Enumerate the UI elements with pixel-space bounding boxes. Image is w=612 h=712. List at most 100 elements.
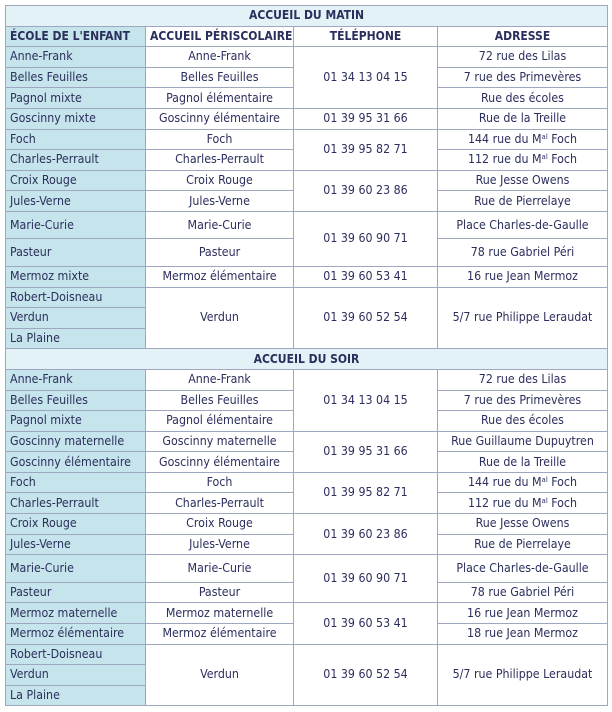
adresse-cell: 16 rue Jean Mermoz <box>437 265 608 288</box>
adresse-cell: Rue Guillaume Dupuytren <box>437 430 608 453</box>
table-row: Pagnol mixte Pagnol élémentaire Rue des éc… <box>5 87 608 109</box>
table-row: Belles Feuilles Belles Feuilles 7 rue des … <box>5 66 608 89</box>
accueil-cell: Pagnol élémentaire <box>145 410 294 432</box>
accueil-cell: Croix Rouge <box>145 513 294 535</box>
telephone-cell: 01 39 60 23 86 <box>293 169 438 212</box>
accueil-cell: Charles-Perrault <box>145 492 294 515</box>
telephone-cell: 01 34 13 04 15 <box>293 368 438 432</box>
ecole-cell: Verdun <box>5 664 146 686</box>
telephone-cell: 01 39 60 90 71 <box>293 210 438 267</box>
ecole-cell: Jules-Verne <box>5 533 146 556</box>
column-header: ACCUEIL PÉRISCOLAIRE <box>145 25 294 48</box>
column-headers: ÉCOLE DE L'ENFANT ACCUEIL PÉRISCOLAIRE TÉL… <box>5 25 608 48</box>
column-header: ADRESSE <box>437 25 608 48</box>
accueil-cell: Marie-Curie <box>145 554 294 583</box>
adresse-cell: Rue des écoles <box>437 410 608 432</box>
adresse-cell: Rue Jesse Owens <box>437 169 608 192</box>
accueil-cell: Foch <box>145 471 294 494</box>
telephone-cell: 01 39 95 82 71 <box>293 128 438 171</box>
ecole-cell: Charles-Perrault <box>5 149 146 171</box>
ecole-cell: Goscinny mixte <box>5 107 146 130</box>
table-row: Jules-Verne Jules-Verne Rue de Pierrelaye <box>5 190 608 212</box>
table-row: Belles Feuilles Belles Feuilles 7 rue des … <box>5 389 608 412</box>
ecole-cell: Croix Rouge <box>5 513 146 535</box>
table-row: Anne-Frank Anne-Frank 01 34 13 04 15 72 rue… <box>5 368 608 432</box>
accueil-cell: Mermoz élémentaire <box>145 622 294 645</box>
ecole-cell: Goscinny élémentaire <box>5 451 146 473</box>
adresse-cell: Rue des écoles <box>437 87 608 109</box>
adresse-cell: Rue de la Treille <box>437 107 608 130</box>
ecole-cell: La Plaine <box>5 327 146 350</box>
adresse-cell: Place Charles-de-Gaulle <box>437 554 608 583</box>
adresse-cell: 5/7 rue Philippe Leraudat <box>437 286 608 350</box>
column-header: TÉLÉPHONE <box>293 25 438 48</box>
table-row: Pasteur Pasteur 78 rue Gabriel Péri <box>5 238 608 267</box>
table-row: Mermoz élémentaire Mermoz élémentaire 18 r… <box>5 622 608 645</box>
accueil-cell: Goscinny élémentaire <box>145 451 294 473</box>
accueil-cell: Anne-Frank <box>145 46 294 68</box>
telephone-cell: 01 39 60 52 54 <box>293 286 438 350</box>
telephone-cell: 01 39 60 52 54 <box>293 643 438 707</box>
telephone-cell: 01 39 60 53 41 <box>293 602 438 645</box>
table-row: Marie-Curie Marie-Curie 01 39 60 90 71 Plac… <box>5 210 608 267</box>
table-row: Jules-Verne Jules-Verne Rue de Pierrelaye <box>5 533 608 556</box>
accueil-cell: Mermoz élémentaire <box>145 265 294 288</box>
table-row: Anne-Frank Anne-Frank 01 34 13 04 15 72 rue… <box>5 46 608 109</box>
table-row: Robert-Doisneau Verdun 01 39 60 52 54 5/7 r… <box>5 643 608 707</box>
table-row: Verdun <box>5 307 608 329</box>
ecole-cell: Belles Feuilles <box>5 389 146 412</box>
adresse-cell: 144 rue du Mᵃˡ Foch <box>437 471 608 494</box>
adresse-cell: 78 rue Gabriel Péri <box>437 238 608 267</box>
telephone-cell: 01 39 95 31 66 <box>293 430 438 473</box>
accueil-cell: Goscinny maternelle <box>145 430 294 453</box>
accueil-cell: Pasteur <box>145 238 294 267</box>
accueil-cell: Croix Rouge <box>145 169 294 192</box>
adresse-cell: 5/7 rue Philippe Leraudat <box>437 643 608 707</box>
ecole-cell: Belles Feuilles <box>5 66 146 89</box>
column-header: ÉCOLE DE L'ENFANT <box>5 25 146 48</box>
accueil-cell: Jules-Verne <box>145 533 294 556</box>
adresse-cell: 112 rue du Mᵃˡ Foch <box>437 149 608 171</box>
ecole-cell: Foch <box>5 128 146 151</box>
section-header: ACCUEIL DU SOIR <box>5 348 608 370</box>
accueil-cell: Pagnol élémentaire <box>145 87 294 109</box>
ecole-cell: Anne-Frank <box>5 46 146 68</box>
ecole-cell: Anne-Frank <box>5 368 146 391</box>
ecole-cell: Jules-Verne <box>5 190 146 212</box>
accueil-cell: Jules-Verne <box>145 190 294 212</box>
table-row: Croix Rouge Croix Rouge 01 39 60 23 86 Rue … <box>5 513 608 556</box>
telephone-cell: 01 39 60 53 41 <box>293 265 438 288</box>
ecole-cell: Robert-Doisneau <box>5 286 146 309</box>
accueil-cell: Anne-Frank <box>145 368 294 391</box>
ecole-cell: Croix Rouge <box>5 169 146 192</box>
table-row: Goscinny mixte Goscinny élémentaire 01 39 … <box>5 107 608 130</box>
ecole-cell: Pagnol mixte <box>5 87 146 109</box>
adresse-cell: Place Charles-de-Gaulle <box>437 210 608 240</box>
ecole-cell: Mermoz élémentaire <box>5 622 146 645</box>
adresse-cell: Rue Jesse Owens <box>437 513 608 535</box>
table-row: Mermoz maternelle Mermoz maternelle 01 39 … <box>5 602 608 645</box>
accueil-cell: Mermoz maternelle <box>145 602 294 624</box>
accueil-cell: Goscinny élémentaire <box>145 107 294 130</box>
ecole-cell: La Plaine <box>5 684 146 707</box>
adresse-cell: 7 rue des Primevères <box>437 389 608 412</box>
table-row: Marie-Curie Marie-Curie 01 39 60 90 71 Plac… <box>5 554 608 604</box>
adresse-cell: 72 rue des Lilas <box>437 368 608 391</box>
table-row: Charles-Perrault Charles-Perrault 112 rue … <box>5 492 608 515</box>
ecole-cell: Pasteur <box>5 238 146 267</box>
telephone-cell: 01 39 60 23 86 <box>293 513 438 556</box>
accueil-cell: Marie-Curie <box>145 210 294 240</box>
ecole-cell: Pasteur <box>5 581 146 604</box>
ecole-cell: Pagnol mixte <box>5 410 146 432</box>
accueil-table: ACCUEIL DU MATIN ÉCOLE DE L'ENFANT ACCUEIL… <box>5 5 608 707</box>
adresse-cell: 16 rue Jean Mermoz <box>437 602 608 624</box>
accueil-cell: Charles-Perrault <box>145 149 294 171</box>
section-header: ACCUEIL DU MATIN <box>5 5 608 27</box>
adresse-cell: 112 rue du Mᵃˡ Foch <box>437 492 608 515</box>
adresse-cell: 18 rue Jean Mermoz <box>437 622 608 645</box>
accueil-cell: Belles Feuilles <box>145 66 294 89</box>
ecole-cell: Robert-Doisneau <box>5 643 146 666</box>
table-row: Robert-Doisneau Verdun 01 39 60 52 54 5/7 r… <box>5 286 608 350</box>
table-row: La Plaine <box>5 684 608 707</box>
section-title: ACCUEIL DU MATIN <box>5 5 608 27</box>
